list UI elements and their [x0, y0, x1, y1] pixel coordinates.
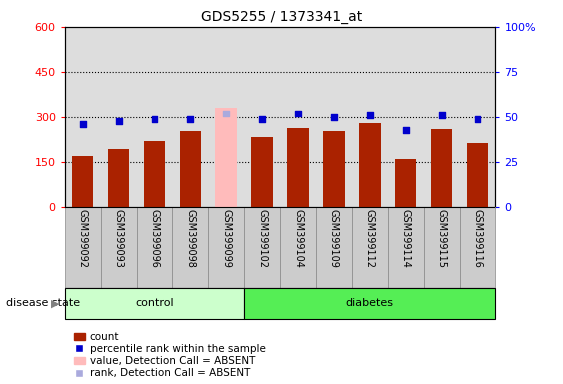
Bar: [352, 207, 388, 288]
Bar: [144, 141, 166, 207]
Text: GSM399102: GSM399102: [257, 209, 267, 268]
Bar: [424, 207, 459, 288]
Bar: [459, 207, 495, 288]
Bar: [208, 207, 244, 288]
Text: GSM399109: GSM399109: [329, 209, 339, 268]
Bar: [65, 207, 101, 288]
Point: [78, 121, 87, 127]
Bar: [388, 207, 424, 288]
Bar: [395, 159, 417, 207]
Text: GSM399114: GSM399114: [401, 209, 411, 268]
Bar: [101, 207, 137, 288]
Bar: [467, 143, 488, 207]
Text: GSM399112: GSM399112: [365, 209, 375, 268]
Point: [437, 112, 446, 118]
Text: GSM399096: GSM399096: [149, 209, 159, 268]
Bar: [216, 108, 237, 207]
Text: control: control: [135, 298, 174, 308]
Text: disease state: disease state: [6, 298, 80, 308]
Bar: [72, 156, 93, 207]
Text: GDS5255 / 1373341_at: GDS5255 / 1373341_at: [201, 10, 362, 23]
Point: [473, 116, 482, 122]
Text: diabetes: diabetes: [346, 298, 394, 308]
Point: [329, 114, 338, 120]
Text: GSM399092: GSM399092: [78, 209, 88, 268]
Bar: [316, 207, 352, 288]
Text: GSM399115: GSM399115: [436, 209, 446, 268]
Bar: [359, 123, 381, 207]
Text: GSM399116: GSM399116: [472, 209, 482, 268]
Point: [186, 116, 195, 122]
Text: GSM399099: GSM399099: [221, 209, 231, 268]
Bar: [287, 127, 309, 207]
Point: [222, 111, 231, 117]
Point: [293, 111, 302, 117]
Bar: [137, 207, 172, 288]
Point: [401, 127, 410, 133]
Legend: count, percentile rank within the sample, value, Detection Call = ABSENT, rank, : count, percentile rank within the sample…: [70, 328, 270, 382]
Bar: [323, 131, 345, 207]
Text: GSM399104: GSM399104: [293, 209, 303, 268]
Text: ▶: ▶: [51, 298, 59, 308]
Bar: [180, 131, 201, 207]
Bar: [280, 207, 316, 288]
Point: [114, 118, 123, 124]
Text: GSM399098: GSM399098: [185, 209, 195, 268]
Point: [258, 116, 267, 122]
Bar: [244, 207, 280, 288]
Bar: [65, 288, 244, 319]
Text: GSM399093: GSM399093: [114, 209, 124, 268]
Bar: [244, 288, 495, 319]
Bar: [172, 207, 208, 288]
Bar: [251, 137, 273, 207]
Bar: [431, 129, 452, 207]
Bar: [108, 149, 129, 207]
Point: [150, 116, 159, 122]
Point: [365, 112, 374, 118]
